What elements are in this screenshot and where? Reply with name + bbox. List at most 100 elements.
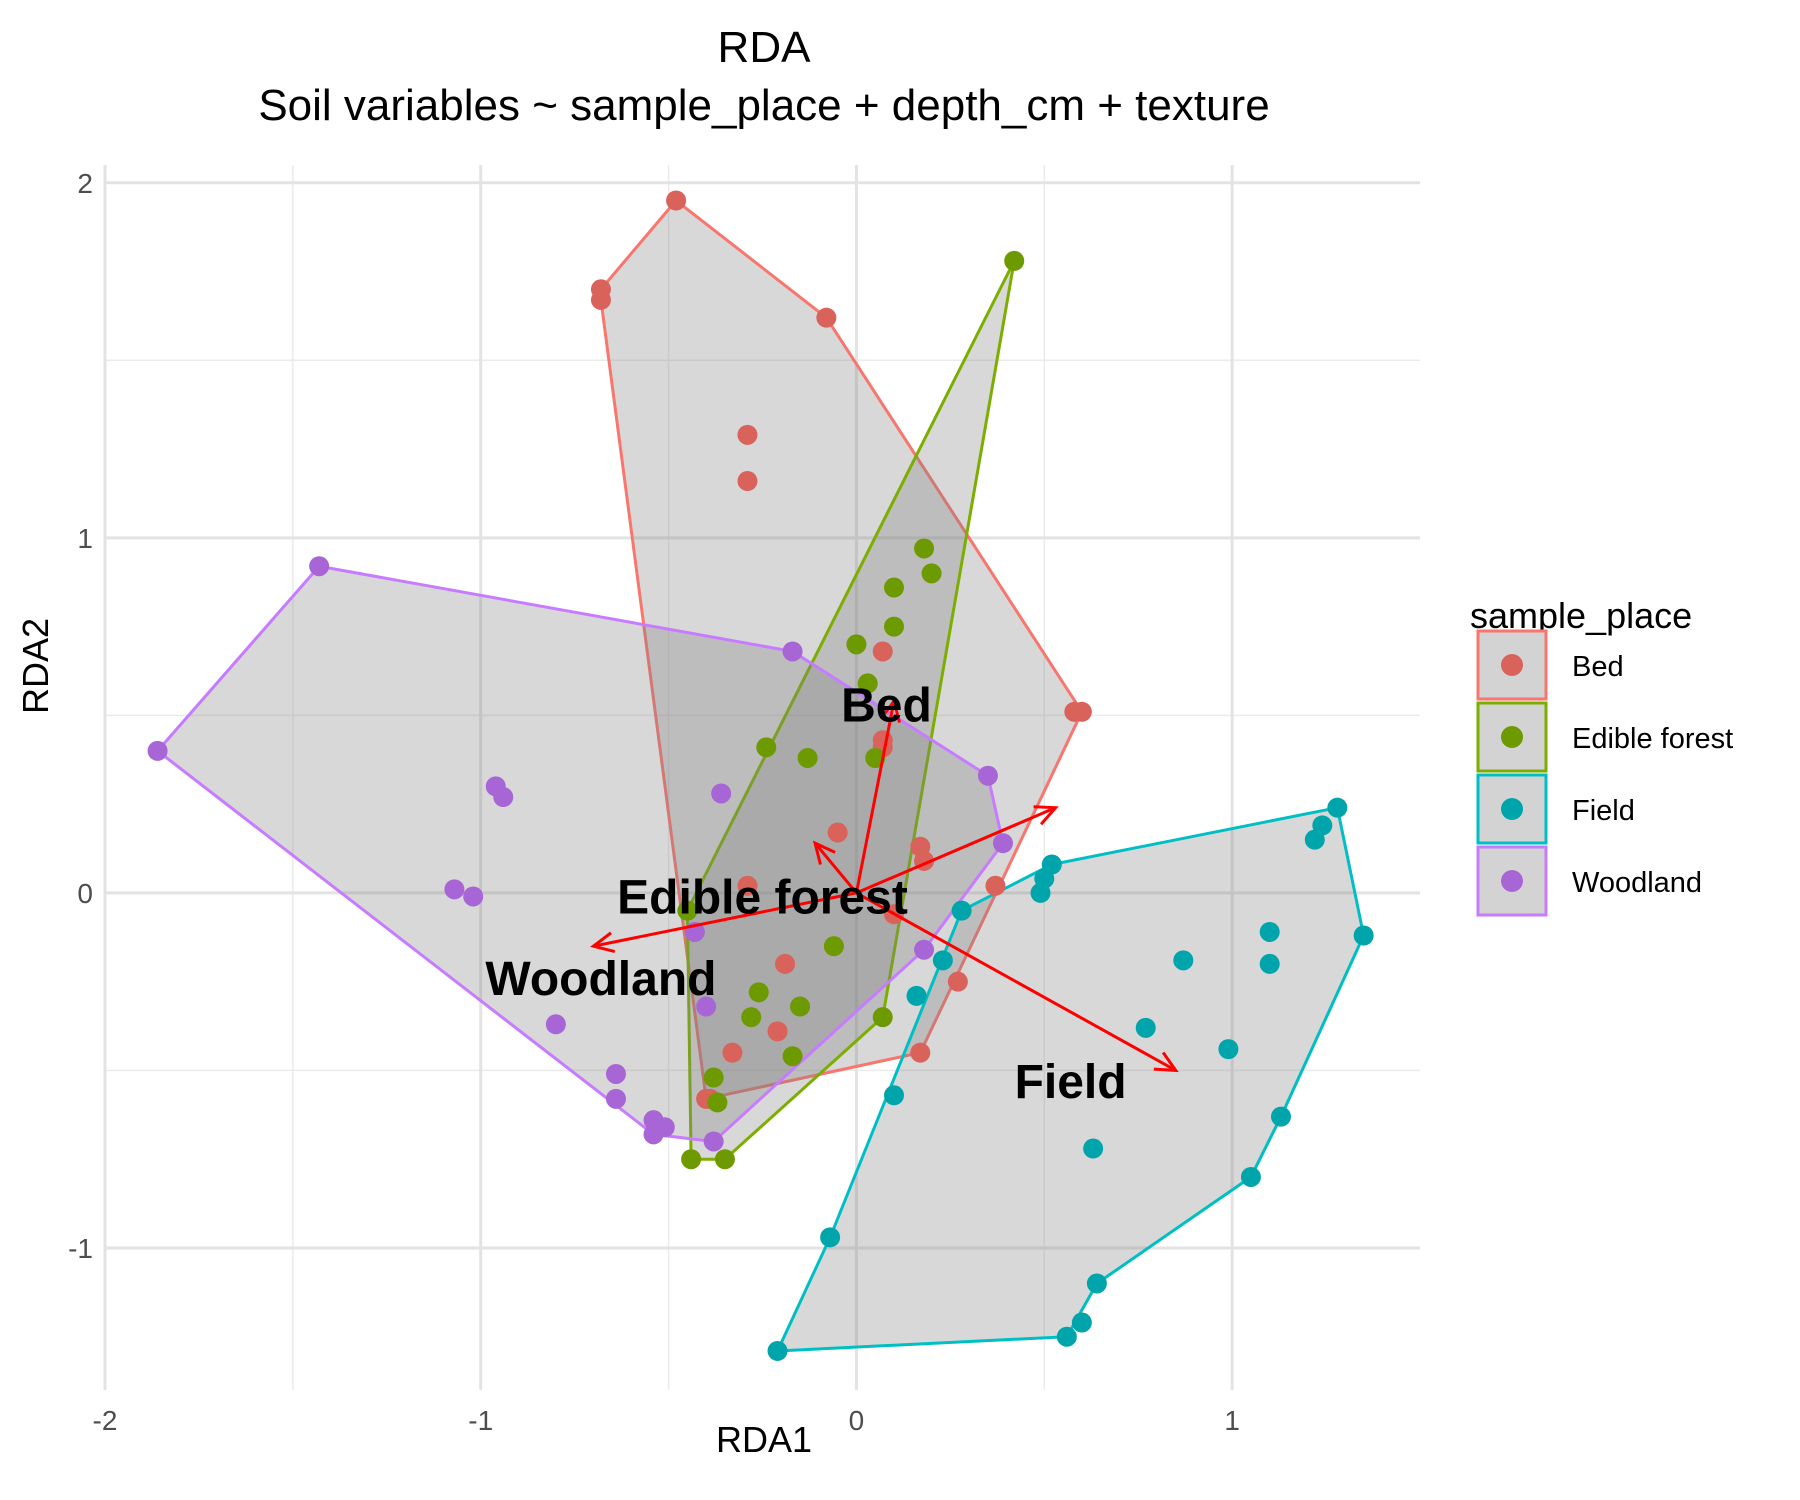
point-woodland	[696, 996, 717, 1017]
point-edible-forest	[703, 1067, 724, 1088]
point-field	[1056, 1326, 1077, 1347]
point-field	[1071, 1312, 1092, 1333]
point-field	[932, 950, 953, 971]
point-bed	[827, 822, 848, 843]
y-tick-label: 0	[77, 878, 93, 909]
point-woodland	[977, 765, 998, 786]
point-woodland	[643, 1124, 664, 1145]
legend-item-woodland: Woodland	[1476, 845, 1702, 917]
x-tick-label: -2	[93, 1405, 118, 1436]
point-edible-forest	[823, 936, 844, 957]
point-bed	[872, 641, 893, 662]
arrow-field	[855, 891, 1179, 1073]
point-bed	[737, 424, 758, 445]
hull-layer	[156, 199, 1366, 1353]
x-axis-title: RDA1	[716, 1419, 812, 1460]
chart-subtitle: Soil variables ~ sample_place + depth_cm…	[258, 81, 1269, 130]
point-edible-forest	[790, 996, 811, 1017]
point-edible-forest	[707, 1092, 728, 1113]
arrow-head	[879, 697, 902, 723]
x-tick-label: 1	[1224, 1405, 1240, 1436]
arrow-label-edible-forest: Edible forest	[617, 871, 908, 924]
point-field	[1304, 829, 1325, 850]
point-bed	[775, 953, 796, 974]
point-field	[1259, 953, 1280, 974]
point-woodland	[914, 939, 935, 960]
arrow-woodland	[590, 891, 857, 954]
legend-title: sample_place	[1470, 595, 1692, 636]
arrow-shaft	[593, 891, 857, 948]
arrow-shaft	[855, 806, 1057, 895]
point-field	[1218, 1039, 1239, 1060]
point-edible-forest	[857, 673, 878, 694]
y-tick-label: 1	[77, 523, 93, 554]
legend: sample_place Bed Edible forest Field Woodla…	[1470, 595, 1733, 917]
point-bed	[767, 1021, 788, 1042]
arrow-edible-forest	[812, 840, 858, 894]
point-field	[1173, 950, 1194, 971]
point-edible-forest	[921, 563, 942, 584]
point-edible-forest	[865, 747, 886, 768]
arrow-head	[1153, 1051, 1179, 1073]
arrow-shaft	[813, 842, 858, 894]
point-woodland	[605, 1063, 626, 1084]
point-woodland	[444, 879, 465, 900]
grid-layer	[103, 165, 1420, 1390]
hull-edible-forest	[685, 259, 1016, 1161]
arrow-bed	[854, 697, 902, 894]
legend-label: Field	[1572, 795, 1635, 827]
point-woodland	[545, 1014, 566, 1035]
point-edible-forest	[677, 900, 698, 921]
point-woodland	[309, 556, 330, 577]
point-edible-forest	[914, 538, 935, 559]
legend-key-point	[1501, 870, 1523, 892]
point-woodland	[711, 783, 732, 804]
y-axis-title: RDA2	[15, 618, 56, 714]
point-field	[1083, 1138, 1104, 1159]
point-woodland	[703, 1131, 724, 1152]
point-edible-forest	[797, 747, 818, 768]
point-edible-forest	[782, 1046, 803, 1067]
arrow-shaft	[854, 700, 896, 894]
point-edible-forest	[756, 737, 777, 758]
point-field	[1353, 925, 1374, 946]
point-field	[1030, 882, 1051, 903]
y-tick-label: -1	[68, 1233, 93, 1264]
point-field	[1270, 1106, 1291, 1127]
legend-key-point	[1501, 654, 1523, 676]
legend-item-edible-forest: Edible forest	[1476, 701, 1733, 773]
point-field	[951, 900, 972, 921]
point-bed	[722, 1042, 743, 1063]
point-field	[1259, 921, 1280, 942]
point-edible-forest	[884, 577, 904, 598]
point-edible-forest	[846, 634, 867, 655]
point-field	[767, 1340, 788, 1361]
x-tick-label: -1	[468, 1405, 493, 1436]
arrow-head	[812, 840, 836, 865]
legend-key-point	[1501, 798, 1523, 820]
point-bed	[737, 471, 758, 492]
legend-item-field: Field	[1476, 773, 1635, 845]
point-edible-forest	[884, 616, 904, 637]
point-field	[1327, 797, 1348, 818]
point-bed	[985, 875, 1006, 896]
y-tick-label: 2	[77, 168, 93, 199]
point-edible-forest	[714, 1149, 735, 1170]
arrow-label-layer: Bed Edible forest Field Woodland	[485, 680, 1126, 1109]
arrow-shaft	[855, 891, 1177, 1072]
x-tick-label: 0	[849, 1405, 865, 1436]
point-woodland	[493, 787, 514, 808]
point-field	[1135, 1017, 1156, 1038]
point-woodland	[992, 833, 1013, 854]
point-field	[1240, 1166, 1261, 1187]
arrow-label-field: Field	[1015, 1056, 1127, 1109]
legend-key-point	[1501, 726, 1523, 748]
point-bed	[666, 190, 687, 211]
point-woodland	[782, 641, 803, 662]
legend-item-bed: Bed	[1476, 629, 1624, 701]
point-bed	[1071, 701, 1092, 722]
legend-label: Bed	[1572, 651, 1624, 683]
point-bed	[947, 971, 968, 992]
